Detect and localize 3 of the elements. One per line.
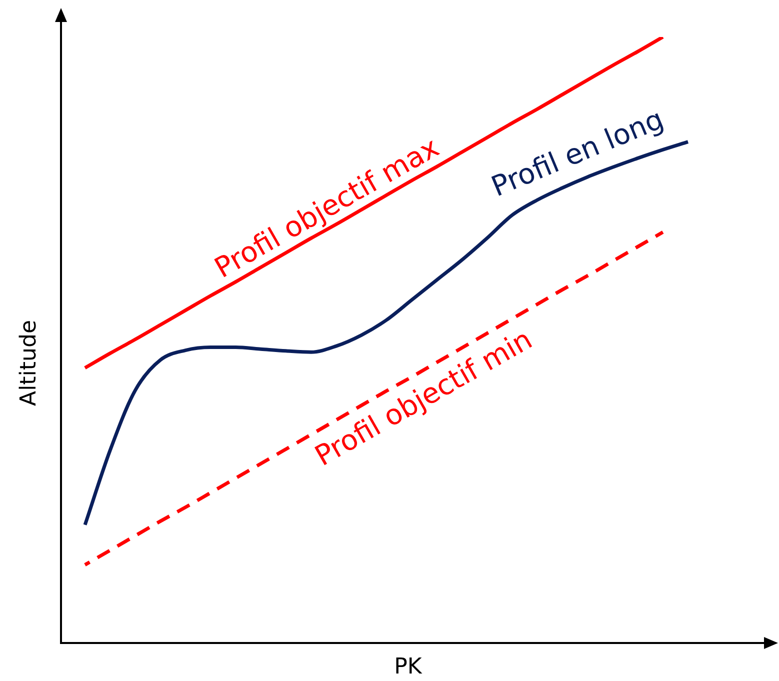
x-axis-title: PK	[394, 654, 422, 680]
y-axis-title: Altitude	[16, 320, 42, 406]
text: Profil en long	[486, 102, 668, 204]
